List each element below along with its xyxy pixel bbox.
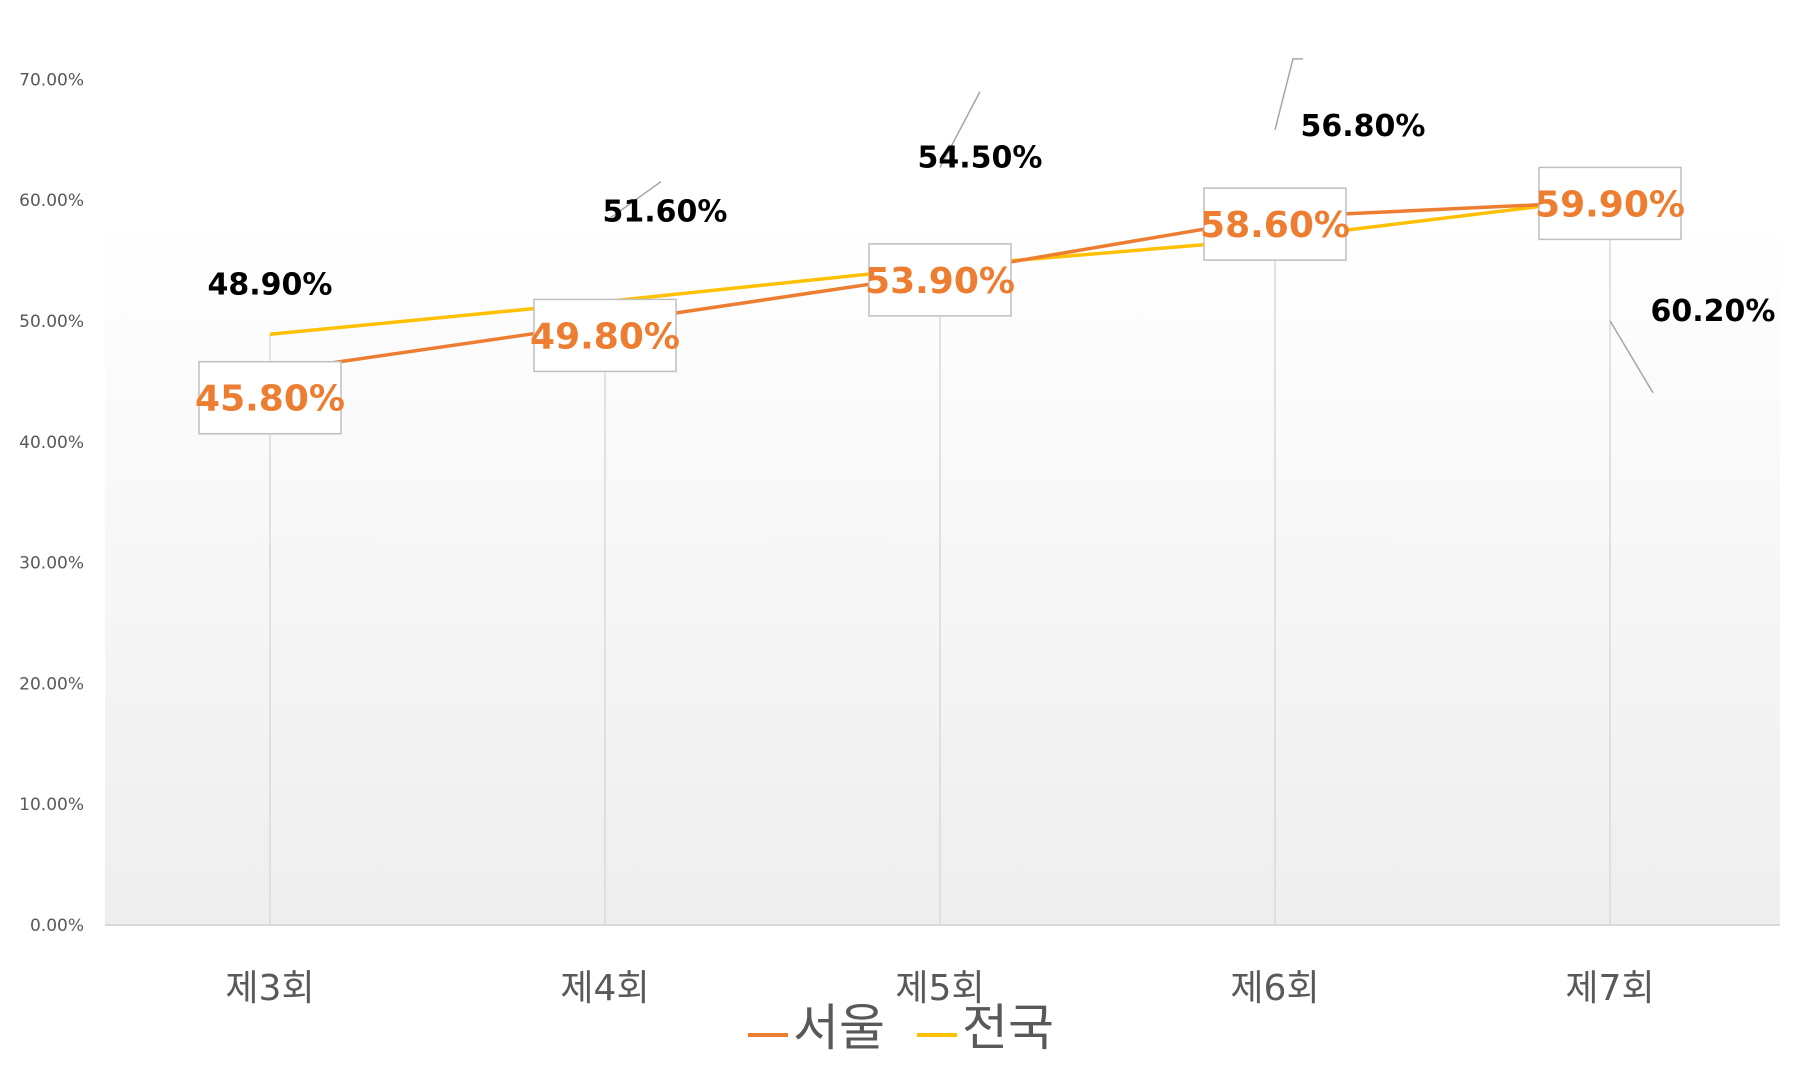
legend-label-seoul: 서울 xyxy=(793,999,885,1057)
leader-line xyxy=(1274,58,1303,131)
data-label-box xyxy=(868,243,1012,317)
x-tick-label: 제4회 xyxy=(560,968,649,1009)
data-label-box xyxy=(1538,166,1682,241)
data-label-national: 48.90% xyxy=(208,267,333,302)
y-tick-label: 20.00% xyxy=(19,674,84,694)
data-labels: 48.90% 51.60% 54.50% 56.80% 60.20% 45.80% 49.8… xyxy=(195,58,1776,435)
y-tick-label: 40.00% xyxy=(19,433,84,453)
x-tick-label: 제7회 xyxy=(1565,968,1654,1009)
data-label-national: 56.80% xyxy=(1301,109,1426,144)
x-tick-label: 제3회 xyxy=(225,968,314,1009)
y-tick-label: 50.00% xyxy=(19,312,84,332)
y-tick-label: 10.00% xyxy=(19,795,84,815)
legend: 서울 전국 xyxy=(748,999,1054,1057)
x-tick-label: 제5회 xyxy=(895,968,984,1009)
y-tick-label: 0.00% xyxy=(30,916,84,936)
data-label-seoul: 59.90% xyxy=(1535,184,1685,225)
data-label-seoul: 49.80% xyxy=(530,316,680,357)
leader-line xyxy=(604,181,662,223)
x-tick-label: 제6회 xyxy=(1230,968,1319,1009)
legend-label-national: 전국 xyxy=(962,999,1054,1057)
y-axis: 0.00% 10.00% 20.00% 30.00% 40.00% 50.00% 60.00… xyxy=(19,70,84,936)
data-label-national: 60.20% xyxy=(1651,294,1776,329)
data-label-national: 54.50% xyxy=(918,141,1043,176)
data-label-seoul: 45.80% xyxy=(195,379,345,420)
y-tick-label: 60.00% xyxy=(19,191,84,211)
data-label-box xyxy=(533,298,677,373)
data-label-box xyxy=(198,360,342,435)
y-tick-label: 30.00% xyxy=(19,554,84,574)
data-label-seoul: 53.90% xyxy=(865,261,1015,302)
plot-background xyxy=(105,220,1780,925)
data-label-box xyxy=(1203,187,1347,261)
data-label-national: 51.60% xyxy=(603,195,728,230)
leader-line xyxy=(939,91,981,168)
y-tick-label: 70.00% xyxy=(19,70,84,90)
x-axis: 제3회 제4회 제5회 제6회 제7회 xyxy=(225,968,1654,1009)
data-label-seoul: 58.60% xyxy=(1200,205,1350,246)
leader-line xyxy=(1609,320,1654,394)
